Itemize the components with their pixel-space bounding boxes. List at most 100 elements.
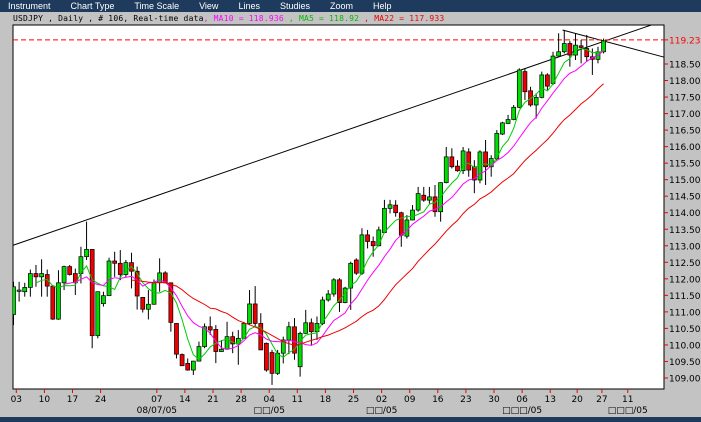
candle: [146, 290, 151, 320]
candle-body: [500, 122, 505, 135]
candle-body: [443, 156, 449, 183]
candle: [140, 296, 146, 313]
candle-body: [432, 196, 438, 213]
x-tick-label: 02: [376, 395, 387, 405]
candle-body: [382, 208, 387, 233]
menu-lines[interactable]: Lines: [238, 1, 260, 11]
x-tick-label: 10: [39, 395, 51, 405]
candle-body: [101, 295, 106, 304]
x-tick-label: 04: [263, 395, 275, 405]
month-label: □□/05: [366, 406, 398, 416]
month-label: □□/05: [253, 406, 285, 416]
candle-body: [39, 273, 44, 278]
menu-chart-type[interactable]: Chart Type: [70, 1, 115, 11]
y-tick-label: 114.50: [669, 193, 701, 203]
candle-body: [601, 40, 606, 53]
x-tick-label: 30: [488, 395, 500, 405]
candle: [185, 358, 191, 371]
candle-body: [117, 262, 123, 275]
candle: [449, 148, 455, 169]
candle: [252, 286, 258, 327]
menu-instrument[interactable]: Instrument: [8, 1, 51, 11]
candle-body: [460, 150, 466, 172]
candle-body: [157, 272, 162, 284]
x-tick-label: 18: [320, 395, 332, 405]
candle-body: [365, 234, 370, 242]
candle: [421, 186, 427, 202]
candle-body: [522, 71, 528, 93]
candle-body: [331, 279, 337, 295]
candle-body: [196, 346, 202, 362]
candle-body: [421, 194, 427, 201]
candle-body: [528, 90, 533, 106]
candle-body: [320, 299, 325, 324]
candle-body: [44, 274, 50, 287]
candle-body: [410, 209, 415, 221]
menu-time-scale[interactable]: Time Scale: [134, 1, 180, 11]
candle: [269, 349, 275, 385]
plot-area: [12, 24, 665, 390]
candle: [325, 290, 331, 302]
y-tick-label: 118.00: [669, 77, 701, 87]
candle-body: [286, 326, 292, 341]
candle: [415, 186, 421, 212]
y-tick-label: 110.50: [669, 325, 701, 335]
x-tick-label: 11: [622, 395, 633, 405]
candle-body: [314, 323, 320, 333]
candle-body: [561, 43, 567, 53]
candle: [264, 342, 269, 372]
menu-view[interactable]: View: [199, 1, 219, 11]
candle: [432, 184, 438, 217]
candle: [190, 360, 196, 376]
x-tick-label: 03: [11, 395, 22, 405]
candle-body: [584, 48, 590, 58]
y-tick-label: 112.00: [669, 275, 701, 285]
candle-body: [106, 260, 112, 297]
x-tick-label: 11: [292, 395, 303, 405]
y-tick-label: 116.00: [669, 143, 701, 153]
candle: [516, 68, 522, 109]
candle-body: [370, 241, 376, 247]
x-tick-label: 21: [207, 395, 218, 405]
y-tick-label: 117.50: [669, 94, 701, 104]
candle: [297, 331, 303, 377]
y-tick-label: 116.50: [669, 127, 701, 137]
candle-body: [297, 333, 303, 368]
candle: [500, 121, 505, 136]
candle: [387, 199, 393, 214]
candle: [533, 93, 539, 119]
ma-line-ma5: [35, 48, 604, 361]
candle-body: [140, 296, 146, 310]
candle-body: [95, 291, 101, 337]
menu-help[interactable]: Help: [373, 1, 392, 11]
candle: [584, 34, 590, 62]
candle-body: [134, 270, 140, 297]
candle: [106, 257, 112, 297]
candle: [95, 291, 101, 339]
candle: [196, 341, 202, 362]
candle-body: [337, 279, 342, 303]
menu-zoom[interactable]: Zoom: [329, 1, 353, 11]
candle-body: [292, 326, 297, 354]
y-tick-label: 112.50: [669, 259, 701, 269]
candle-body: [190, 360, 196, 371]
candle: [483, 140, 488, 185]
candle: [112, 251, 118, 277]
candle-body: [185, 363, 191, 371]
candle: [56, 270, 61, 320]
y-tick-label: 110.00: [669, 341, 701, 351]
candle-body: [33, 273, 39, 278]
candle: [337, 278, 342, 312]
candle-body: [280, 339, 286, 354]
candle-body: [483, 151, 488, 168]
candle-body: [325, 293, 331, 301]
candle-body: [146, 303, 151, 310]
candle: [545, 73, 550, 91]
candle-body: [376, 229, 382, 247]
menu-studies[interactable]: Studies: [279, 1, 310, 11]
y-tick-label: 109.50: [669, 358, 701, 368]
x-tick-label: 23: [460, 395, 471, 405]
ma5-readout: , MA5 = 118.92: [283, 14, 360, 23]
candle: [303, 309, 309, 334]
candle: [13, 281, 16, 326]
